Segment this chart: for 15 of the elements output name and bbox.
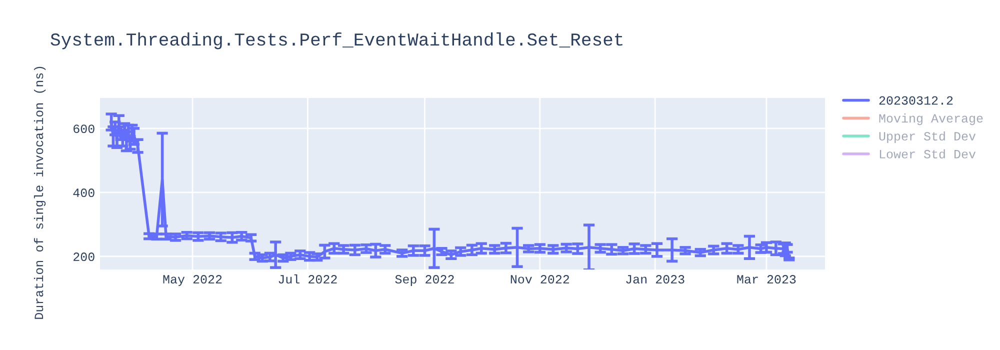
chart-title: System.Threading.Tests.Perf_EventWaitHandle.Set_Reset	[50, 32, 622, 50]
x-tick-label: Jan 2023	[626, 275, 684, 284]
y-tick-label: 600	[74, 124, 94, 134]
legend-label: 20230312.2	[879, 96, 953, 105]
x-tick-label: Nov 2022	[510, 275, 570, 284]
legend-label: Upper Std Dev	[879, 131, 976, 143]
legend-label: Lower Std Dev	[880, 149, 976, 158]
y-tick-label: 200	[74, 252, 94, 262]
x-tick-label: May 2022	[163, 275, 222, 286]
x-tick-label: Jul 2022	[278, 274, 337, 284]
x-tick-label: Sep 2022	[395, 275, 454, 286]
y-axis-title: Duration of single invocation (ns)	[34, 66, 46, 319]
legend-label: Moving Average	[879, 113, 983, 126]
y-tick-label: 400	[73, 188, 94, 198]
x-tick-label: Mar 2023	[737, 275, 796, 284]
